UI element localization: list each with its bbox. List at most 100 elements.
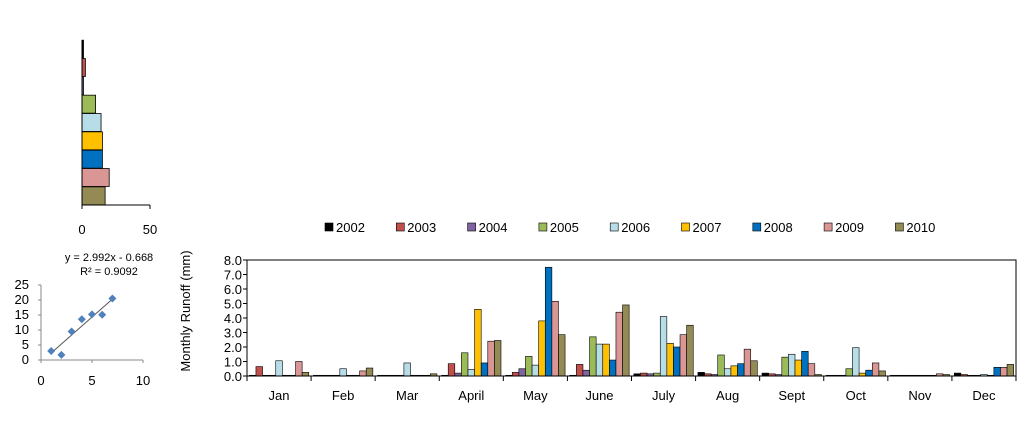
hbar-2005	[81, 94, 96, 114]
legend-label-2005: 2005	[550, 220, 579, 235]
legend-label-2003: 2003	[407, 220, 436, 235]
scatter-y-tick-label: 25	[15, 277, 29, 292]
bar-2010	[494, 340, 502, 377]
y-tick-label: 8.0	[224, 253, 242, 268]
y-tick-label: 6.0	[224, 282, 242, 297]
x-tick-label: Sept	[778, 388, 805, 403]
scatter-y-tick-label: 15	[15, 307, 29, 322]
legend: 2002 2003 2004 2005 2006 2007 2008 2009 2010	[324, 220, 935, 235]
y-axis-label: Monthly Runoff (mm)	[178, 250, 193, 371]
y-tick-label: 1.0	[224, 355, 242, 370]
bar-2007	[666, 343, 674, 377]
y-tick-label: 5.0	[224, 297, 242, 312]
x-tick-label: Mar	[396, 388, 419, 403]
scatter-y-tick-label: 0	[22, 352, 29, 367]
x-tick-label: April	[458, 388, 484, 403]
bar-2009	[679, 334, 687, 377]
trendline-r-squared: R² = 0.9092	[80, 266, 138, 278]
bar-2008	[737, 363, 745, 377]
bar-2004	[518, 368, 526, 377]
y-tick-label: 7.0	[224, 268, 242, 283]
hbar-2008	[81, 149, 103, 169]
y-tick-label: 3.0	[224, 326, 242, 341]
scatter-y-tick-label: 5	[22, 337, 29, 352]
bar-2009	[295, 361, 303, 377]
scatter-x-tick-label: 0	[37, 373, 44, 388]
legend-label-2006: 2006	[621, 220, 650, 235]
x-tick-label: Jan	[269, 388, 290, 403]
hbar-2009	[81, 168, 110, 187]
plot-frame	[246, 259, 1017, 377]
bar-2006	[531, 364, 539, 377]
bar-2010	[558, 334, 566, 377]
y-tick-label: 0.0	[224, 369, 242, 384]
bar-2005	[781, 356, 789, 377]
bar-2007	[602, 343, 610, 377]
bar-2005	[461, 352, 469, 377]
bar-2005	[845, 368, 853, 377]
bar-2005	[717, 354, 725, 377]
horizontal-bar-chart: 0 50	[78, 39, 157, 237]
bar-2006	[852, 347, 860, 377]
scatter-x-tick-label: 10	[136, 373, 150, 388]
hbar-2003	[81, 58, 86, 77]
bar-2007	[538, 320, 546, 377]
bar-2005	[525, 356, 533, 377]
bar-2006	[275, 360, 283, 377]
bar-2006	[788, 353, 796, 377]
bar-2007	[794, 359, 802, 377]
legend-swatch-2009	[823, 222, 833, 232]
legend-swatch-2005	[538, 222, 548, 232]
bar-2009	[1000, 366, 1008, 377]
x-tick-label: Aug	[716, 388, 739, 403]
bar-2010	[878, 370, 886, 377]
scatter-y-tick-label: 20	[15, 292, 29, 307]
bar-2010	[301, 372, 310, 377]
bar-2008	[480, 362, 489, 377]
legend-swatch-2003	[395, 222, 405, 232]
bar-2003	[576, 364, 584, 377]
bar-2009	[743, 348, 752, 377]
bar-2010	[1006, 364, 1014, 377]
bar-2003	[447, 363, 456, 377]
hbar-2010	[81, 186, 106, 206]
legend-swatch-2006	[609, 222, 619, 232]
bar-2005	[589, 336, 597, 377]
legend-label-2007: 2007	[693, 220, 722, 235]
bar-2006	[339, 368, 347, 377]
bar-2008	[673, 346, 681, 377]
scatter-point	[47, 347, 56, 355]
x-tick-label: May	[523, 388, 548, 403]
bar-2008	[865, 369, 873, 377]
scatter-point	[108, 294, 117, 303]
bar-2003	[255, 366, 263, 377]
bar-2009	[551, 301, 559, 377]
bar-2008	[544, 266, 553, 377]
bar-2009	[487, 340, 495, 377]
hbar-x-tick-label: 0	[78, 222, 85, 237]
scatter-point	[57, 350, 66, 359]
legend-swatch-2002	[324, 222, 334, 232]
hbar-2007	[81, 131, 103, 151]
bar-2006	[595, 343, 604, 377]
x-tick-label: Dec	[972, 388, 996, 403]
bar-2009	[359, 370, 367, 377]
trendline-equation: y = 2.992x - 0.668	[65, 252, 153, 264]
scatter-point	[88, 310, 96, 319]
legend-label-2010: 2010	[906, 220, 935, 235]
bar-2006	[403, 362, 411, 377]
legend-swatch-2010	[895, 222, 904, 232]
legend-label-2009: 2009	[835, 220, 864, 235]
bar-2004	[582, 369, 590, 377]
scatter-trendline	[50, 298, 113, 354]
bar-2008	[609, 359, 617, 377]
scatter-chart: y = 2.992x - 0.668 R² = 0.9092 051015202…	[15, 252, 154, 388]
bar-2010	[750, 360, 758, 377]
bar-2007	[730, 365, 738, 377]
bar-2006	[724, 368, 732, 377]
bar-2009	[615, 311, 623, 377]
x-tick-label: Oct	[846, 388, 867, 403]
bar-2010	[365, 367, 374, 377]
legend-swatch-2007	[681, 222, 690, 232]
